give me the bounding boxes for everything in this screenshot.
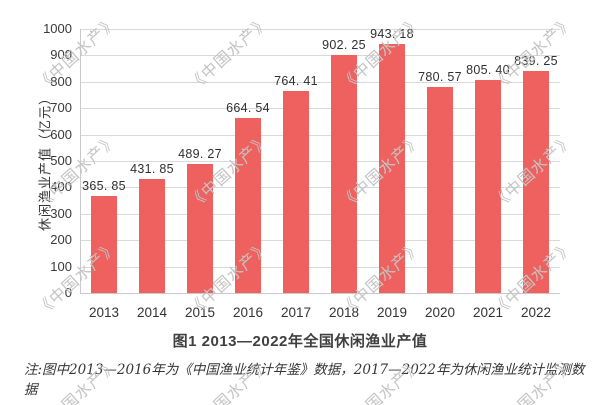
- x-axis-line: [80, 293, 560, 294]
- x-tick-label: 2016: [232, 305, 264, 320]
- source-note: 注:图中2013—2016年为《中国渔业统计年鉴》数据，2017—2022年为休…: [24, 362, 585, 398]
- y-tick-label: 600: [50, 126, 72, 142]
- x-tick-label: 2018: [328, 305, 360, 320]
- bar: [139, 178, 165, 293]
- bar: [235, 117, 261, 293]
- bar-value-label: 664. 54: [226, 100, 270, 115]
- y-tick-label: 0: [64, 285, 72, 300]
- bar: [475, 80, 501, 293]
- bar-value-label: 489. 27: [178, 146, 222, 161]
- bar: [283, 91, 309, 293]
- x-tick-label: 2015: [184, 305, 216, 320]
- bar-value-label: 902. 25: [322, 37, 366, 52]
- bar: [331, 54, 357, 293]
- y-tick-label: 800: [50, 73, 72, 89]
- y-tick-label: 400: [50, 179, 72, 195]
- bar-value-label: 431. 85: [130, 161, 174, 176]
- bar: [379, 44, 405, 293]
- x-tick-label: 2021: [472, 305, 504, 320]
- grid-line: [80, 266, 560, 268]
- grid-line: [80, 29, 560, 30]
- bar-value-label: 839. 25: [514, 54, 558, 69]
- y-tick-label: 900: [50, 47, 72, 63]
- y-tick-label: 100: [50, 258, 72, 274]
- x-tick-label: 2013: [88, 305, 120, 320]
- x-tick-label: 2019: [376, 305, 408, 320]
- y-tick-label: 300: [50, 205, 72, 221]
- grid-line: [80, 240, 560, 242]
- x-tick-label: 2022: [520, 305, 552, 320]
- bar: [91, 196, 117, 293]
- bar-value-label: 780. 57: [418, 69, 462, 84]
- grid-line: [80, 134, 560, 136]
- grid-line: [80, 55, 560, 57]
- grid-line: [80, 108, 560, 110]
- bar-value-label: 943. 18: [370, 27, 414, 41]
- x-tick-label: 2020: [424, 305, 456, 320]
- x-tick-label: 2017: [280, 305, 312, 320]
- x-tick-label: 2014: [136, 305, 168, 320]
- y-tick-label: 200: [50, 232, 72, 248]
- bar: [187, 163, 213, 293]
- y-axis-title: 休闲渔业产值（亿元）: [37, 90, 53, 232]
- y-tick-label: 700: [50, 100, 72, 116]
- grid-line: [80, 187, 560, 189]
- bar-value-label: 365. 85: [82, 179, 126, 194]
- bar-value-label: 805. 40: [466, 63, 510, 78]
- grid-line: [80, 213, 560, 215]
- grid-line: [80, 81, 560, 83]
- y-axis-line: [80, 29, 81, 293]
- y-tick-label: 1000: [43, 21, 72, 36]
- y-tick-label: 500: [50, 153, 72, 168]
- chart-title: 图1 2013—2022年全国休闲渔业产值: [172, 333, 428, 350]
- grid-line: [80, 161, 560, 162]
- bar-value-label: 764. 41: [274, 74, 318, 89]
- bar: [427, 86, 453, 293]
- bar: [523, 71, 549, 293]
